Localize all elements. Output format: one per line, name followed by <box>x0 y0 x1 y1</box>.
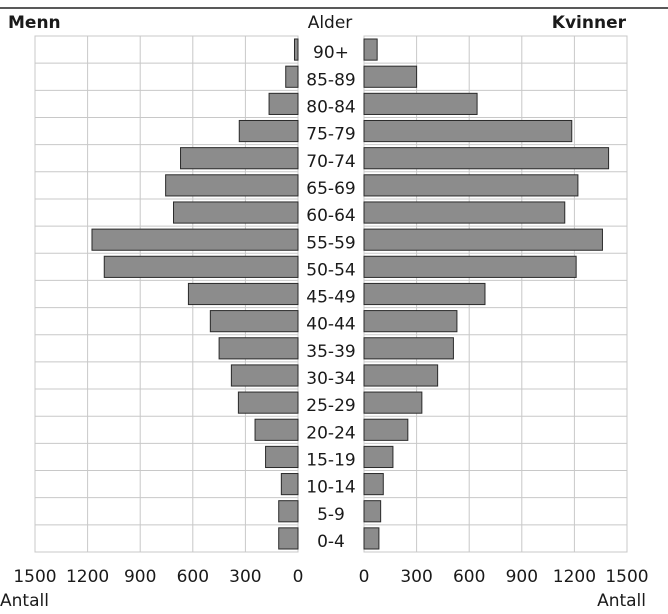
bar-menn-30-34 <box>230 364 299 387</box>
age-label: 65-69 <box>306 179 355 199</box>
center-title: Alder <box>308 13 353 33</box>
tick-label-right: 1500 <box>605 567 648 587</box>
bar-menn-45-49 <box>187 282 299 306</box>
age-labels-group: 90+ 85-89 80-84 75-79 70-74 65-69 60-64 55-59 50… <box>306 43 355 552</box>
age-label: 10-14 <box>306 478 355 498</box>
tick-label-right: 300 <box>400 567 432 587</box>
age-label: 35-39 <box>306 342 355 362</box>
right-title: Kvinner <box>552 13 627 33</box>
age-label: 30-34 <box>306 369 355 389</box>
bar-menn-80-84 <box>268 92 299 115</box>
bar-menn-25-29 <box>237 391 299 414</box>
bar-kvinner-30-34 <box>363 364 439 387</box>
bar-kvinner-15-19 <box>363 445 394 469</box>
bar-kvinner-90+ <box>363 38 378 61</box>
bar-kvinner-25-29 <box>363 391 423 414</box>
bar-kvinner-85-89 <box>363 65 418 88</box>
tick-label-left: 0 <box>293 567 304 587</box>
bar-menn-0-4 <box>278 527 299 550</box>
tick-label-right: 900 <box>506 567 538 587</box>
bar-menn-50-54 <box>103 255 299 278</box>
tick-label-left: 1200 <box>66 567 109 587</box>
bar-menn-55-59 <box>91 228 299 251</box>
age-label: 60-64 <box>306 206 355 226</box>
age-label: 80-84 <box>306 97 355 117</box>
x-axis-label-left: Antall <box>0 591 49 611</box>
bar-kvinner-40-44 <box>363 310 458 333</box>
bar-kvinner-60-64 <box>363 201 566 224</box>
tick-label-left: 300 <box>229 567 261 587</box>
bars-group <box>91 38 610 550</box>
age-label: 15-19 <box>306 451 355 471</box>
age-label: 55-59 <box>306 233 355 253</box>
age-label: 5-9 <box>317 505 345 525</box>
age-label: 45-49 <box>306 288 355 308</box>
bar-menn-20-24 <box>254 418 299 441</box>
left-title: Menn <box>8 13 61 33</box>
tick-labels-group: 1500 1200 900 600 300 0 0 300 600 900 1200 1500 <box>13 567 648 587</box>
tick-label-left: 600 <box>177 567 209 587</box>
bar-menn-40-44 <box>209 310 299 333</box>
bar-menn-70-74 <box>180 147 299 170</box>
age-label: 75-79 <box>306 125 355 145</box>
bar-menn-85-89 <box>285 65 299 88</box>
bar-menn-10-14 <box>280 473 299 496</box>
bar-kvinner-80-84 <box>363 92 478 115</box>
bar-kvinner-75-79 <box>363 119 573 143</box>
bar-kvinner-0-4 <box>363 527 380 550</box>
tick-label-right: 1200 <box>553 567 596 587</box>
bar-kvinner-35-39 <box>363 337 454 360</box>
age-label: 90+ <box>313 43 349 63</box>
tick-label-left: 1500 <box>13 567 56 587</box>
bar-kvinner-50-54 <box>363 255 577 278</box>
age-label: 0-4 <box>317 532 345 552</box>
bar-kvinner-5-9 <box>363 500 382 523</box>
bar-kvinner-20-24 <box>363 418 409 441</box>
bar-kvinner-70-74 <box>363 147 610 170</box>
bar-menn-75-79 <box>238 119 299 143</box>
age-label: 50-54 <box>306 260 355 280</box>
age-label: 20-24 <box>306 423 355 443</box>
tick-label-left: 900 <box>124 567 156 587</box>
bar-kvinner-65-69 <box>363 174 579 197</box>
age-label: 40-44 <box>306 315 355 335</box>
bar-menn-35-39 <box>218 337 299 360</box>
bar-menn-15-19 <box>265 445 299 469</box>
tick-label-right: 600 <box>453 567 485 587</box>
age-label: 85-89 <box>306 70 355 90</box>
bar-kvinner-10-14 <box>363 473 384 496</box>
age-label: 70-74 <box>306 152 355 172</box>
bar-menn-60-64 <box>173 201 299 224</box>
x-axis-label-right: Antall <box>597 591 646 611</box>
bar-kvinner-45-49 <box>363 282 486 306</box>
bar-kvinner-55-59 <box>363 228 603 251</box>
tick-label-right: 0 <box>359 567 370 587</box>
bar-menn-65-69 <box>165 174 299 197</box>
bar-menn-90+ <box>293 38 299 61</box>
age-label: 25-29 <box>306 396 355 416</box>
bar-menn-5-9 <box>278 500 299 523</box>
